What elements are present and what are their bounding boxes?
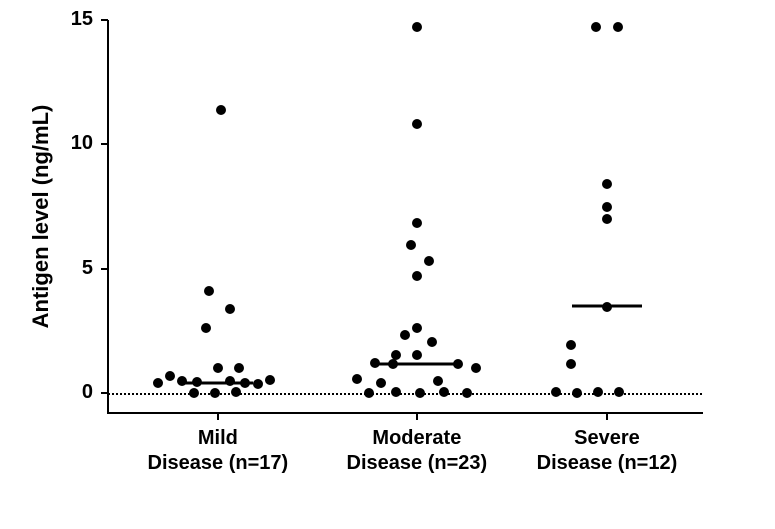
data-point [424,256,434,266]
y-axis-title: Antigen level (ng/mL) [28,20,54,413]
plot-area [108,20,702,413]
data-point [566,359,576,369]
data-point [352,374,362,384]
data-point [165,371,175,381]
y-tick [101,268,108,270]
data-point [376,378,386,388]
data-point [439,387,449,397]
data-point [427,337,437,347]
data-point [201,323,211,333]
x-tick [606,413,608,420]
data-point [406,240,416,250]
data-point [462,388,472,398]
data-point [471,363,481,373]
data-point [213,363,223,373]
data-point [412,271,422,281]
data-point [412,350,422,360]
data-point [391,350,401,360]
data-point [204,286,214,296]
y-tick [101,143,108,145]
x-tick [217,413,219,420]
data-point [551,387,561,397]
data-point [602,214,612,224]
y-tick-label: 5 [41,257,93,280]
data-point [412,218,422,228]
x-axis-line [107,412,703,414]
data-point [153,378,163,388]
y-tick-label: 15 [41,8,93,31]
data-point [231,387,241,397]
data-point [602,202,612,212]
data-point [613,22,623,32]
y-tick-label: 10 [41,132,93,155]
y-tick-label: 0 [41,381,93,404]
data-point [210,388,220,398]
scatter-strip-chart: Antigen level (ng/mL) Mild Disease (n=17… [0,0,775,529]
data-point [225,304,235,314]
data-point [415,388,425,398]
median-bar [377,363,457,366]
data-point [391,387,401,397]
data-point [614,387,624,397]
data-point [265,375,275,385]
x-tick-label: Mild Disease (n=17) [108,426,328,476]
data-point [364,388,374,398]
data-point [216,105,226,115]
data-point [412,119,422,129]
data-point [572,388,582,398]
x-tick-label: Moderate Disease (n=23) [307,426,527,476]
data-point [412,323,422,333]
data-point [566,340,576,350]
data-point [412,22,422,32]
x-tick [416,413,418,420]
data-point [602,179,612,189]
x-tick-label: Severe Disease (n=12) [497,426,717,476]
y-tick [101,392,108,394]
data-point [189,388,199,398]
data-point [591,22,601,32]
data-point [433,376,443,386]
data-point [400,330,410,340]
data-point [234,363,244,373]
median-bar [183,382,253,385]
data-point [593,387,603,397]
y-axis-line [107,20,109,413]
median-bar [572,305,642,308]
data-point [253,379,263,389]
y-tick [101,19,108,21]
